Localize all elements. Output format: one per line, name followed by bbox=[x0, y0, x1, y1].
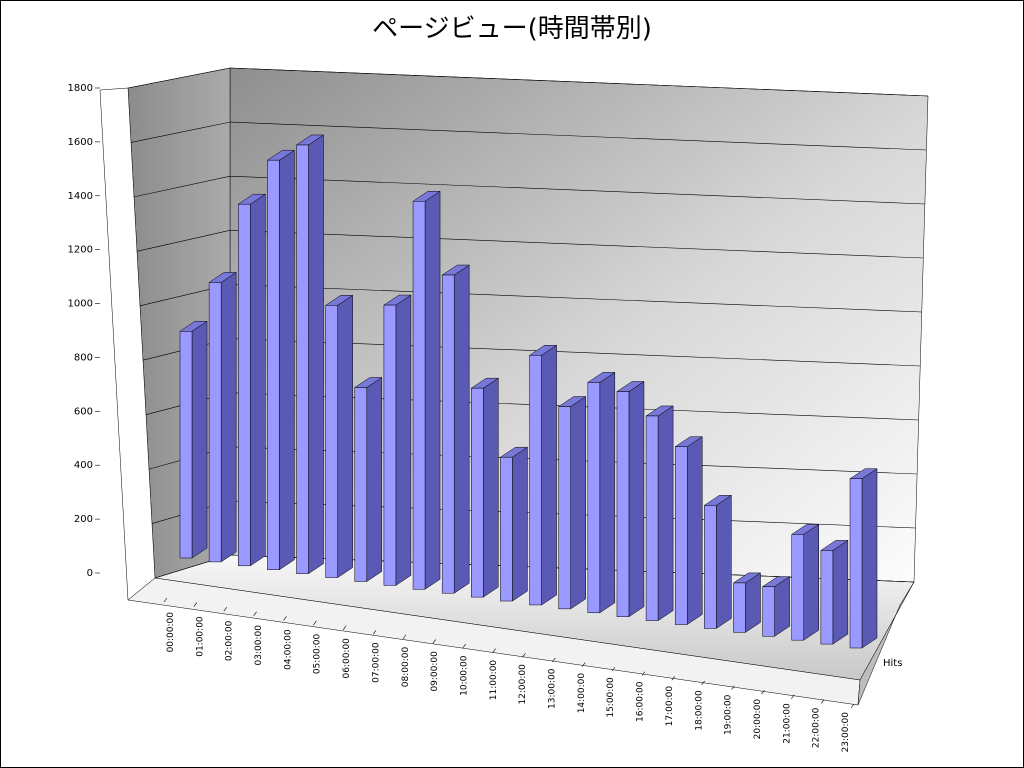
x-tick-label: 22:00:00 bbox=[812, 707, 822, 748]
bar-18:00:00 bbox=[703, 494, 733, 629]
x-tick-label: 13:00:00 bbox=[548, 668, 558, 709]
bar-23:00:00 bbox=[849, 468, 878, 649]
bar-03:00:00 bbox=[266, 149, 296, 571]
bar-16:00:00 bbox=[645, 405, 674, 622]
series-label: Hits bbox=[883, 658, 902, 669]
x-tick-label: 21:00:00 bbox=[782, 703, 792, 744]
x-tick-mark bbox=[522, 653, 526, 658]
bar-01:00:00 bbox=[208, 271, 237, 563]
x-tick-mark bbox=[193, 602, 198, 607]
gridline-back bbox=[229, 121, 927, 151]
x-tick-label: 01:00:00 bbox=[195, 616, 205, 657]
x-tick-mark bbox=[552, 657, 556, 663]
y-tick-label: 200 bbox=[74, 514, 93, 525]
x-tick-label: 23:00:00 bbox=[841, 712, 851, 753]
x-tick-label: 08:00:00 bbox=[401, 647, 411, 688]
x-tick-label: 18:00:00 bbox=[694, 690, 704, 731]
x-tick-mark bbox=[850, 703, 855, 709]
x-tick-label: 00:00:00 bbox=[166, 612, 176, 653]
x-tick-mark bbox=[611, 666, 616, 672]
x-tick-label: 15:00:00 bbox=[606, 677, 616, 718]
bar-13:00:00 bbox=[557, 396, 587, 610]
x-tick-mark bbox=[581, 662, 586, 667]
x-tick-mark bbox=[671, 676, 676, 681]
gridline-side bbox=[127, 67, 231, 89]
bar-22:00:00 bbox=[820, 539, 849, 645]
bar-05:00:00 bbox=[324, 294, 354, 579]
x-tick-mark bbox=[313, 620, 317, 626]
x-tick-mark bbox=[283, 616, 287, 621]
x-tick-label: 09:00:00 bbox=[430, 651, 440, 692]
x-tick-mark bbox=[462, 643, 466, 649]
x-tick-label: 17:00:00 bbox=[665, 686, 675, 727]
x-tick-mark bbox=[791, 694, 795, 699]
x-tick-label: 12:00:00 bbox=[518, 664, 528, 705]
x-tick-mark bbox=[402, 634, 407, 640]
x-tick-label: 05:00:00 bbox=[313, 633, 323, 674]
gridline-side bbox=[133, 175, 231, 198]
x-tick-mark bbox=[492, 648, 496, 653]
bars bbox=[179, 134, 878, 649]
bar-06:00:00 bbox=[353, 377, 383, 582]
x-tick-mark bbox=[701, 680, 705, 686]
bar-08:00:00 bbox=[412, 190, 441, 590]
gridline-back bbox=[229, 67, 929, 97]
x-tick-mark bbox=[641, 671, 646, 676]
bar-20:00:00 bbox=[761, 576, 791, 637]
y-tick-label: 400 bbox=[74, 460, 93, 471]
bar-17:00:00 bbox=[674, 436, 704, 625]
chart-title: ページビュー(時間帯別) bbox=[372, 14, 652, 44]
x-tick-mark bbox=[432, 639, 437, 644]
x-tick-mark bbox=[372, 630, 377, 635]
x-tick-label: 04:00:00 bbox=[283, 629, 293, 670]
gridline-side bbox=[136, 230, 231, 252]
y-tick-label: 1000 bbox=[68, 299, 93, 310]
bar-12:00:00 bbox=[528, 344, 558, 606]
y-tick-label: 1800 bbox=[68, 83, 93, 94]
y-tick-label: 0 bbox=[87, 568, 93, 579]
bar-00:00:00 bbox=[179, 320, 208, 559]
x-tick-label: 20:00:00 bbox=[753, 699, 763, 740]
y-axis-ticks: 0 200 400 600 800 1000 1200 1400 1600 1800 bbox=[68, 83, 100, 579]
bar-15:00:00 bbox=[616, 381, 645, 618]
gridline-back bbox=[229, 230, 924, 259]
gridline-back bbox=[229, 284, 922, 313]
bar-02:00:00 bbox=[237, 193, 267, 567]
x-tick-mark bbox=[761, 689, 765, 695]
x-tick-label: 07:00:00 bbox=[371, 642, 381, 683]
right-axis-edge bbox=[857, 581, 915, 706]
x-tick-label: 19:00:00 bbox=[724, 694, 734, 735]
y-tick-label: 1400 bbox=[68, 191, 93, 202]
bar-09:00:00 bbox=[441, 264, 470, 594]
x-tick-mark bbox=[820, 699, 825, 704]
x-axis-ticks: 00:00:00 01:00:00 02:00:00 03:00:00 04:00:00… bbox=[163, 597, 855, 753]
y-tick-label: 800 bbox=[74, 352, 93, 363]
x-tick-label: 06:00:00 bbox=[342, 638, 352, 679]
bar-07:00:00 bbox=[383, 294, 412, 586]
x-tick-mark bbox=[342, 625, 347, 630]
bar-04:00:00 bbox=[295, 134, 325, 575]
y-tick-label: 1600 bbox=[68, 137, 93, 148]
x-tick-mark bbox=[223, 607, 227, 612]
x-tick-mark bbox=[163, 597, 168, 603]
y-tick-label: 1200 bbox=[68, 245, 93, 256]
x-tick-label: 14:00:00 bbox=[577, 673, 587, 714]
x-tick-label: 10:00:00 bbox=[459, 655, 469, 696]
bar-11:00:00 bbox=[499, 446, 529, 602]
x-tick-mark bbox=[253, 611, 257, 617]
bar-21:00:00 bbox=[790, 523, 820, 641]
bar-19:00:00 bbox=[732, 572, 762, 633]
x-tick-label: 16:00:00 bbox=[636, 681, 646, 722]
gridline-back bbox=[229, 175, 925, 205]
bar-10:00:00 bbox=[470, 377, 500, 598]
x-tick-label: 03:00:00 bbox=[254, 625, 264, 666]
bar-14:00:00 bbox=[587, 371, 616, 614]
y-tick-label: 600 bbox=[74, 406, 93, 417]
x-tick-label: 02:00:00 bbox=[225, 620, 235, 661]
x-tick-label: 11:00:00 bbox=[489, 660, 499, 701]
x-tick-mark bbox=[731, 685, 735, 690]
gridline-side bbox=[130, 121, 231, 143]
